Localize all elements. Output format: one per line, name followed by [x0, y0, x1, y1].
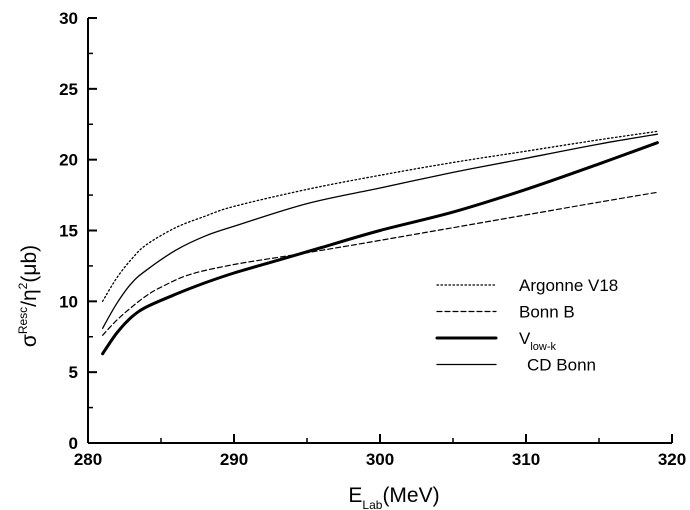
- series-line-0: [101, 130, 659, 302]
- legend-label-1: Bonn B: [519, 303, 575, 322]
- legend-label-2: Vlow-k: [519, 329, 557, 353]
- legend-label-3: CD Bonn: [527, 356, 596, 375]
- y-tick-label: 0: [69, 434, 78, 453]
- legend: Argonne V18 Bonn B Vlow-k CD Bonn: [435, 276, 618, 375]
- y-tick-label: 25: [59, 80, 78, 99]
- x-tick-label: 320: [658, 450, 686, 469]
- series-line-2: [101, 141, 659, 356]
- x-tick-label: 290: [220, 450, 248, 469]
- series-line-3: [101, 133, 659, 329]
- axes: 280 290 300 310 320 0 5 10 15 20 25 30: [59, 9, 686, 469]
- y-axis-title: σResc/η2(μb): [16, 245, 41, 347]
- y-tick-label: 15: [59, 222, 78, 241]
- series-layer: [101, 130, 659, 356]
- x-tick-label: 300: [366, 450, 394, 469]
- y-tick-label: 10: [59, 292, 78, 311]
- legend-label-0: Argonne V18: [519, 276, 618, 295]
- x-tick-label: 280: [74, 450, 102, 469]
- series-line-1: [102, 191, 658, 336]
- y-tick-label: 30: [59, 9, 78, 28]
- x-axis-title: ELab(MeV): [348, 484, 439, 510]
- x-tick-label: 310: [512, 450, 540, 469]
- y-tick-label: 5: [69, 363, 78, 382]
- y-tick-label: 20: [59, 151, 78, 170]
